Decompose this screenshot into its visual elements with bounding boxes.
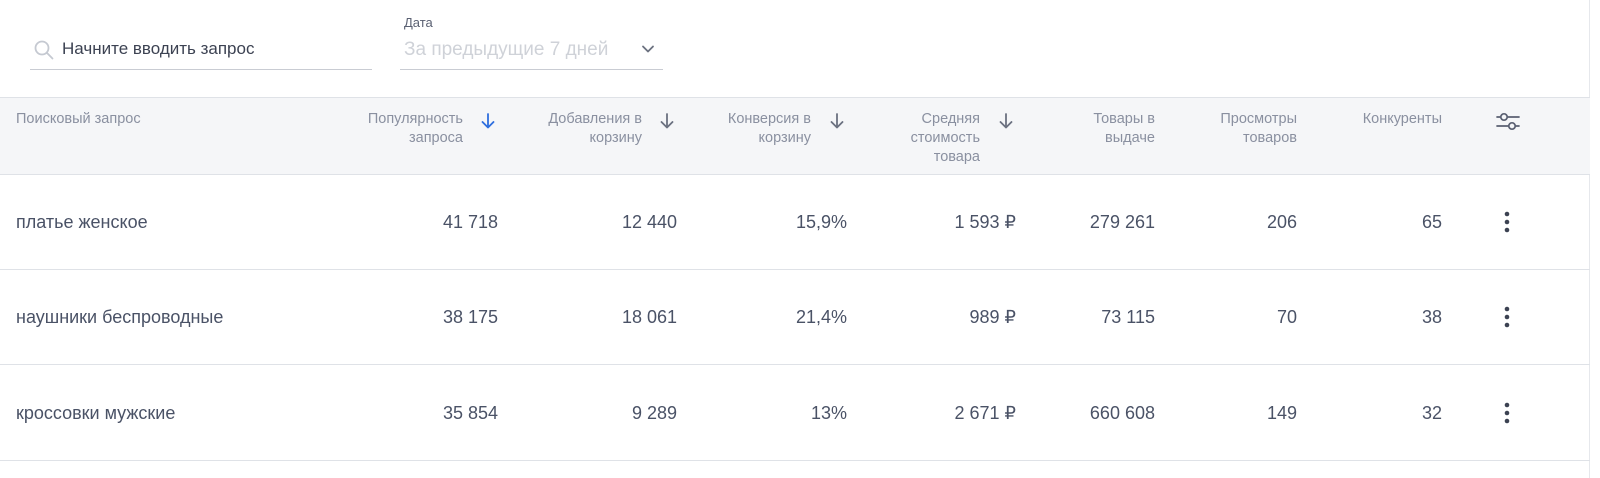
cell-query: кроссовки мужские (16, 403, 176, 423)
table-row[interactable]: платье женское 41 718 12 440 15,9% 1 593… (0, 175, 1590, 270)
cell-conversion: 13% (810, 403, 847, 423)
search-field[interactable] (30, 28, 372, 70)
column-header-popularity[interactable]: Популярность запроса (330, 110, 463, 148)
column-header-add-to-cart-line2: корзину (589, 130, 642, 146)
column-header-avg-price-line1: Средняя (921, 111, 980, 127)
chevron-down-icon (642, 45, 654, 53)
cell-views: 149 (1266, 403, 1297, 423)
kebab-menu-icon[interactable] (1497, 210, 1517, 234)
column-header-popularity-line1: Популярность (367, 111, 463, 127)
cell-add-to-cart: 18 061 (621, 307, 677, 327)
cell-competitors: 65 (1421, 212, 1442, 232)
column-header-products[interactable]: Товары в выдаче (1040, 110, 1155, 148)
cell-avg-price: 1 593 ₽ (954, 212, 1017, 232)
cell-competitors: 38 (1421, 307, 1442, 327)
cell-conversion: 21,4% (795, 307, 847, 327)
column-header-competitors[interactable]: Конкуренты (1362, 111, 1442, 127)
cell-views: 206 (1266, 212, 1297, 232)
search-icon (34, 40, 54, 60)
sort-popularity-arrow-icon[interactable] (480, 112, 496, 130)
table-header: Поисковый запрос Популярность запроса До… (0, 97, 1590, 175)
date-select[interactable]: За предыдущие 7 дней (400, 28, 663, 70)
column-header-conversion-line1: Конверсия в (727, 111, 811, 127)
sliders-icon[interactable] (1495, 110, 1521, 134)
cell-add-to-cart: 12 440 (621, 212, 677, 232)
cell-avg-price: 2 671 ₽ (954, 403, 1017, 423)
date-filter: Дата За предыдущие 7 дней (400, 12, 663, 70)
cell-views: 70 (1276, 307, 1297, 327)
cell-products: 279 261 (1089, 212, 1155, 232)
column-header-query[interactable]: Поисковый запрос (16, 111, 141, 127)
kebab-menu-icon[interactable] (1497, 305, 1517, 329)
search-input[interactable] (62, 36, 362, 62)
cell-products: 660 608 (1089, 403, 1155, 423)
column-header-conversion[interactable]: Конверсия в корзину (690, 110, 811, 148)
column-header-products-line2: выдаче (1105, 130, 1155, 146)
cell-competitors: 32 (1421, 403, 1442, 423)
cell-popularity: 41 718 (442, 212, 498, 232)
cell-popularity: 35 854 (442, 403, 498, 423)
column-header-views-line2: товаров (1243, 130, 1297, 146)
column-header-add-to-cart[interactable]: Добавления в корзину (510, 110, 642, 148)
table-row[interactable]: кроссовки мужские 35 854 9 289 13% 2 671… (0, 366, 1590, 461)
cell-query: наушники беспроводные (16, 307, 224, 327)
column-header-avg-price-line3: товара (933, 149, 980, 165)
date-select-value: За предыдущие 7 дней (404, 39, 609, 60)
sort-add-to-cart-arrow-icon[interactable] (659, 112, 675, 130)
cell-query: платье женское (16, 212, 148, 232)
sort-avg-price-arrow-icon[interactable] (998, 112, 1014, 130)
date-label: Дата (404, 15, 433, 30)
cell-products: 73 115 (1101, 307, 1155, 327)
column-header-add-to-cart-line1: Добавления в (548, 111, 642, 127)
cell-add-to-cart: 9 289 (631, 403, 677, 423)
column-header-views[interactable]: Просмотры товаров (1180, 110, 1297, 148)
column-header-products-line1: Товары в (1093, 111, 1155, 127)
cell-avg-price: 989 ₽ (969, 307, 1017, 327)
table-row[interactable]: наушники беспроводные 38 175 18 061 21,4… (0, 270, 1590, 365)
column-header-popularity-line2: запроса (408, 130, 463, 146)
kebab-menu-icon[interactable] (1497, 401, 1517, 425)
column-header-avg-price-line2: стоимость (910, 130, 980, 146)
column-header-avg-price[interactable]: Средняя стоимость товара (860, 110, 980, 167)
cell-popularity: 38 175 (442, 307, 498, 327)
column-header-conversion-line2: корзину (758, 130, 811, 146)
column-header-views-line1: Просмотры (1220, 111, 1297, 127)
cell-conversion: 15,9% (795, 212, 847, 232)
sort-conversion-arrow-icon[interactable] (829, 112, 845, 130)
